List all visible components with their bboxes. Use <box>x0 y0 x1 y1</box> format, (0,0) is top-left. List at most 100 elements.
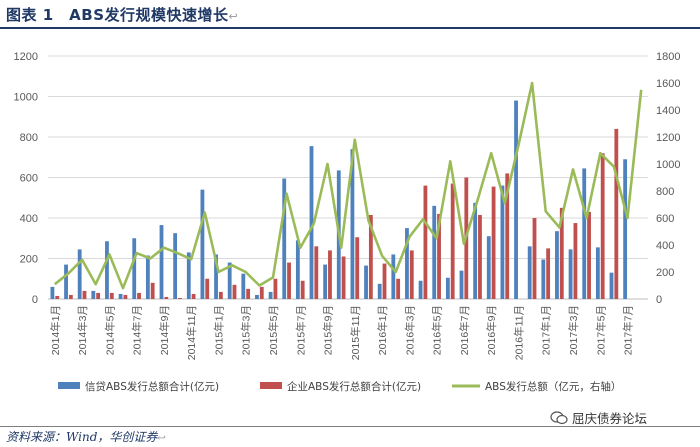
right-tick-label: 1600 <box>656 78 680 90</box>
credit-abs-bar <box>241 273 246 299</box>
credit-abs-bar <box>377 283 382 299</box>
credit-abs-bar <box>145 255 150 299</box>
corporate-abs-bar <box>423 185 428 299</box>
credit-abs-bar <box>486 236 491 299</box>
x-tick-label: 2017年7月 <box>622 305 635 355</box>
source-text: 资料来源：Wind，华创证券 <box>6 430 158 444</box>
credit-abs-bar <box>595 247 600 299</box>
paragraph-mark-icon: ↩ <box>157 433 166 444</box>
title-divider <box>0 27 700 29</box>
corporate-abs-bar <box>450 183 455 299</box>
x-tick-label: 2015年11月 <box>349 305 362 360</box>
abs-issuance-chart: 0 200 400 600 800 1000 1200 0 200 400 600 800 1000 1… <box>14 51 681 393</box>
bar-series <box>50 100 628 299</box>
credit-abs-bar <box>473 202 478 299</box>
credit-abs-bar <box>200 189 205 299</box>
x-tick-label: 2015年3月 <box>240 305 253 355</box>
corporate-abs-bar <box>368 214 373 299</box>
corporate-abs-bar <box>328 250 332 299</box>
right-tick-label: 800 <box>656 186 674 198</box>
legend-abs-total-label: ABS发行总额（亿元，右轴） <box>485 380 621 393</box>
x-tick-label: 2014年3月 <box>76 305 89 355</box>
credit-abs-bar <box>445 277 450 299</box>
credit-abs-bar <box>609 272 614 299</box>
corporate-abs-bar <box>478 214 482 299</box>
x-tick-label: 2017年5月 <box>594 305 607 355</box>
credit-abs-bar <box>214 254 218 299</box>
legend-corporate-abs-label: 企业ABS发行总额合计(亿元) <box>287 380 421 393</box>
corporate-abs-bar <box>96 292 101 299</box>
right-tick-label: 600 <box>656 213 674 225</box>
credit-abs-bar <box>118 293 123 299</box>
corporate-abs-bar <box>68 294 73 299</box>
corporate-abs-bar <box>259 286 264 299</box>
chart-title-text: 图表 1 ABS发行规模快速增长 <box>6 6 229 24</box>
credit-abs-bar <box>105 241 109 299</box>
credit-abs-bar <box>555 231 559 299</box>
credit-abs-bar <box>432 205 437 299</box>
corporate-abs-bar <box>559 207 564 299</box>
x-tick-label: 2016年5月 <box>431 305 444 355</box>
x-tick-label: 2015年5月 <box>267 305 280 355</box>
left-tick-label: 0 <box>32 294 38 306</box>
legend: 信贷ABS发行总额合计(亿元) 企业ABS发行总额合计(亿元) ABS发行总额（亿元… <box>58 380 621 393</box>
credit-abs-bar <box>282 178 287 299</box>
x-tick-label: 2014年7月 <box>131 305 144 355</box>
credit-abs-bar <box>405 228 409 299</box>
right-tick-label: 200 <box>656 267 674 279</box>
corporate-abs-bar <box>300 280 305 299</box>
x-tick-label: 2014年1月 <box>49 305 62 355</box>
corporate-abs-bar <box>205 278 210 299</box>
legend-credit-abs-label: 信贷ABS发行总额合计(亿元) <box>85 380 219 393</box>
corporate-abs-bar <box>164 296 169 299</box>
credit-abs-bar <box>391 254 396 299</box>
credit-abs-bar <box>418 280 423 299</box>
x-tick-label: 2016年9月 <box>485 305 498 355</box>
credit-abs-bar <box>309 146 314 299</box>
corporate-abs-bar <box>491 186 496 299</box>
corporate-abs-bar <box>123 294 128 299</box>
credit-abs-bar <box>582 168 587 299</box>
left-tick-label: 400 <box>20 213 38 225</box>
credit-abs-bar <box>132 238 137 299</box>
x-tick-label: 2014年9月 <box>158 305 171 355</box>
left-tick-label: 1200 <box>14 51 38 63</box>
left-tick-label: 600 <box>20 173 38 185</box>
credit-abs-bar <box>514 100 518 299</box>
credit-abs-bar <box>227 262 232 299</box>
x-tick-label: 2014年11月 <box>185 305 198 360</box>
right-tick-label: 0 <box>656 294 662 306</box>
corporate-abs-bar <box>273 278 278 299</box>
corporate-abs-bar <box>355 237 360 299</box>
x-tick-label: 2017年1月 <box>540 305 553 355</box>
right-tick-label: 1400 <box>656 105 680 117</box>
corporate-abs-bar <box>191 293 196 299</box>
left-tick-label: 1000 <box>14 92 38 104</box>
credit-abs-bar <box>64 264 68 299</box>
watermark-text: 屈庆债券论坛 <box>572 411 648 426</box>
credit-abs-bar <box>77 249 82 299</box>
corporate-abs-bar <box>178 297 182 299</box>
corporate-abs-bar <box>287 262 291 299</box>
credit-abs-bar <box>295 240 300 299</box>
chart-title: 图表 1 ABS发行规模快速增长↩ <box>6 4 238 25</box>
credit-abs-bar <box>350 149 355 299</box>
corporate-abs-bar <box>55 295 60 299</box>
corporate-abs-bar <box>587 211 591 299</box>
abs-total-line <box>53 81 643 290</box>
credit-abs-bar <box>323 264 328 299</box>
corporate-abs-bar <box>396 278 401 299</box>
paragraph-mark-icon: ↩ <box>228 10 239 23</box>
credit-abs-bar <box>568 249 573 299</box>
corporate-abs-bar <box>137 292 141 299</box>
credit-abs-bar <box>268 291 273 299</box>
credit-abs-bar <box>255 294 259 299</box>
x-tick-label: 2015年9月 <box>322 305 335 355</box>
corporate-abs-bar <box>546 248 551 299</box>
x-axis-ticks: 2014年1月 2014年3月 2014年5月 2014年7月 2014年9月 2014年… <box>49 305 635 360</box>
credit-abs-bar <box>91 290 96 299</box>
source-divider <box>0 426 700 427</box>
credit-abs-bar <box>50 286 55 299</box>
corporate-abs-bar <box>82 290 87 299</box>
credit-abs-bar <box>459 270 464 299</box>
